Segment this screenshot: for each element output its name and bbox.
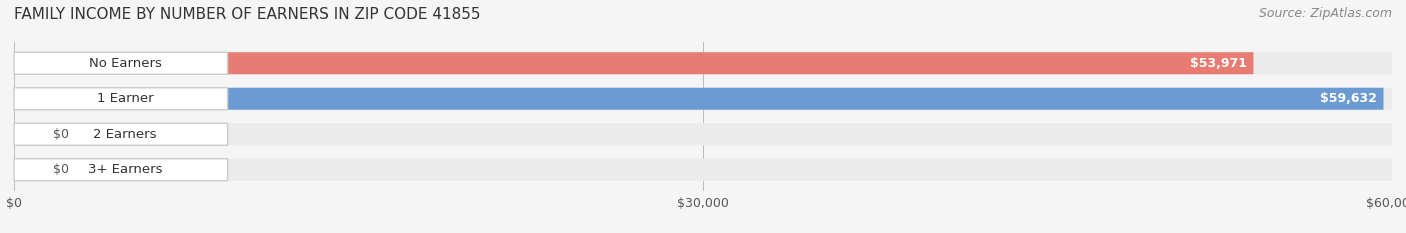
FancyBboxPatch shape (14, 52, 228, 74)
FancyBboxPatch shape (14, 159, 1392, 181)
Text: 3+ Earners: 3+ Earners (87, 163, 162, 176)
FancyBboxPatch shape (14, 52, 1254, 74)
FancyBboxPatch shape (14, 159, 48, 181)
Text: No Earners: No Earners (89, 57, 162, 70)
Text: $0: $0 (52, 163, 69, 176)
Text: $53,971: $53,971 (1189, 57, 1247, 70)
Text: $0: $0 (52, 128, 69, 141)
Text: 2 Earners: 2 Earners (93, 128, 157, 141)
FancyBboxPatch shape (14, 88, 228, 110)
FancyBboxPatch shape (14, 159, 228, 181)
Text: FAMILY INCOME BY NUMBER OF EARNERS IN ZIP CODE 41855: FAMILY INCOME BY NUMBER OF EARNERS IN ZI… (14, 7, 481, 22)
FancyBboxPatch shape (14, 123, 1392, 145)
FancyBboxPatch shape (14, 88, 1384, 110)
FancyBboxPatch shape (14, 88, 1392, 110)
Text: 1 Earner: 1 Earner (97, 92, 153, 105)
FancyBboxPatch shape (14, 123, 48, 145)
Text: Source: ZipAtlas.com: Source: ZipAtlas.com (1258, 7, 1392, 20)
FancyBboxPatch shape (14, 52, 1392, 74)
FancyBboxPatch shape (14, 123, 228, 145)
Text: $59,632: $59,632 (1320, 92, 1376, 105)
